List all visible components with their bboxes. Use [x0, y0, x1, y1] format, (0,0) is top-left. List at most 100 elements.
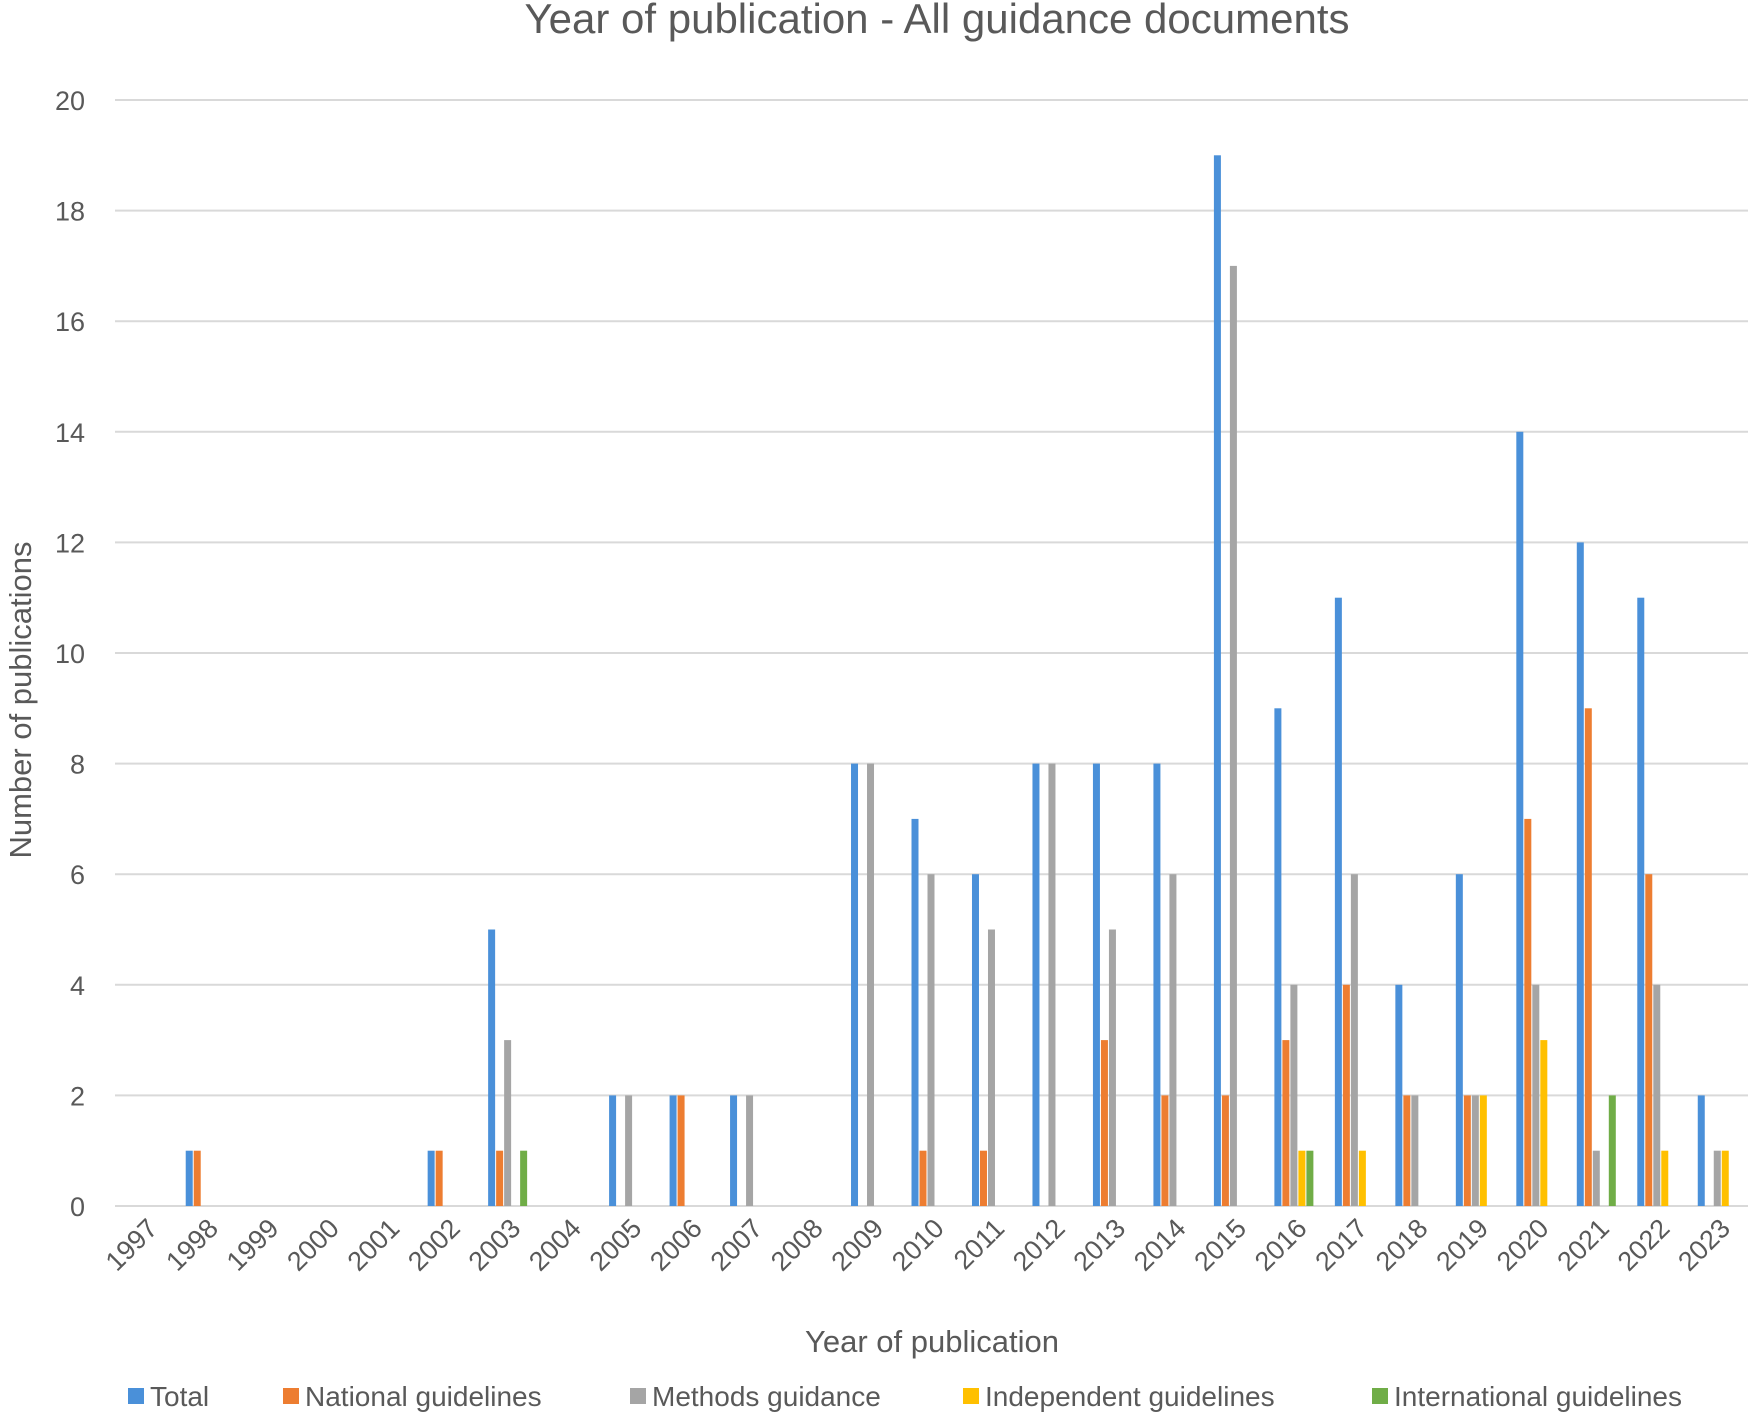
y-tick-label: 0	[70, 1192, 85, 1222]
bar-methods-guidance-2009	[867, 763, 875, 1206]
bar-national-guidelines-2006	[677, 1095, 685, 1206]
bar-national-guidelines-2011	[979, 1150, 987, 1206]
bar-international-guidelines-2021	[1608, 1095, 1616, 1206]
bar-total-2015	[1213, 155, 1221, 1206]
legend-swatch	[128, 1388, 144, 1404]
x-tick-label: 2003	[463, 1213, 527, 1277]
y-tick-label: 10	[55, 639, 85, 669]
legend-label: Methods guidance	[652, 1381, 881, 1412]
bar-total-1998	[185, 1150, 193, 1206]
legend-swatch	[1372, 1388, 1388, 1404]
bar-methods-guidance-2016	[1290, 984, 1298, 1206]
x-tick-label: 2022	[1612, 1213, 1676, 1277]
bar-total-2007	[730, 1095, 738, 1206]
x-tick-label: 1998	[160, 1213, 224, 1277]
gridlines	[115, 99, 1748, 1207]
legend-item-independent-guidelines: Independent guidelines	[963, 1381, 1275, 1412]
bar-methods-guidance-2020	[1532, 984, 1540, 1206]
x-tick-label: 2017	[1309, 1213, 1373, 1277]
bar-total-2009	[851, 763, 859, 1206]
x-tick-label: 2009	[826, 1213, 890, 1277]
bar-methods-guidance-2015	[1229, 265, 1237, 1206]
bar-total-2023	[1697, 1095, 1705, 1206]
legend-swatch	[963, 1388, 979, 1404]
bar-international-guidelines-2003	[520, 1150, 528, 1206]
y-tick-label: 8	[70, 750, 85, 780]
x-tick-label: 2011	[948, 1213, 1010, 1275]
x-tick-label: 1999	[221, 1213, 285, 1277]
bar-total-2010	[911, 818, 919, 1206]
x-tick-label: 2008	[765, 1213, 829, 1277]
y-axis-label: Number of publications	[3, 541, 38, 858]
legend-label: International guidelines	[1394, 1381, 1682, 1412]
bar-methods-guidance-2018	[1411, 1095, 1419, 1206]
bar-international-guidelines-2016	[1306, 1150, 1314, 1206]
bar-total-2022	[1637, 597, 1645, 1206]
y-tick-label: 2	[70, 1081, 85, 1111]
bar-national-guidelines-2020	[1524, 818, 1532, 1206]
bar-national-guidelines-1998	[193, 1150, 201, 1206]
x-tick-label: 2021	[1551, 1213, 1615, 1277]
bar-methods-guidance-2012	[1048, 763, 1056, 1206]
bar-national-guidelines-2019	[1463, 1095, 1471, 1206]
bar-national-guidelines-2003	[496, 1150, 504, 1206]
bar-total-2005	[609, 1095, 617, 1206]
y-tick-label: 20	[55, 86, 85, 116]
y-tick-label: 14	[55, 418, 85, 448]
bar-methods-guidance-2014	[1169, 874, 1177, 1206]
x-axis-ticks: 1997199819992000200120022003200420052006…	[100, 1213, 1736, 1277]
x-tick-label: 2014	[1128, 1213, 1192, 1277]
bar-methods-guidance-2005	[625, 1095, 633, 1206]
bar-total-2014	[1153, 763, 1161, 1206]
x-tick-label: 2001	[342, 1213, 406, 1277]
bar-methods-guidance-2022	[1653, 984, 1661, 1206]
bar-total-2018	[1395, 984, 1403, 1206]
bar-methods-guidance-2023	[1713, 1150, 1721, 1206]
legend-item-total: Total	[128, 1381, 209, 1412]
bar-national-guidelines-2016	[1282, 1040, 1290, 1206]
legend: Total National guidelines Methods guidance…	[128, 1381, 1682, 1412]
bar-total-2012	[1032, 763, 1040, 1206]
bar-methods-guidance-2010	[927, 874, 935, 1206]
bar-independent-guidelines-2020	[1540, 1040, 1548, 1206]
x-tick-label: 2006	[644, 1213, 708, 1277]
bar-national-guidelines-2010	[919, 1150, 927, 1206]
legend-label: Total	[150, 1381, 209, 1412]
bar-total-2006	[669, 1095, 677, 1206]
bar-national-guidelines-2015	[1221, 1095, 1229, 1206]
x-tick-label: 2019	[1430, 1213, 1494, 1277]
bar-national-guidelines-2017	[1342, 984, 1350, 1206]
legend-item-methods-guidance: Methods guidance	[630, 1381, 881, 1412]
bar-national-guidelines-2022	[1645, 874, 1653, 1206]
bar-national-guidelines-2021	[1584, 708, 1592, 1206]
bar-independent-guidelines-2019	[1479, 1095, 1487, 1206]
legend-label: National guidelines	[305, 1381, 542, 1412]
bar-total-2002	[427, 1150, 435, 1206]
bar-total-2011	[971, 874, 979, 1206]
y-tick-label: 6	[70, 860, 85, 890]
bar-total-2021	[1576, 542, 1584, 1206]
x-tick-label: 2023	[1672, 1213, 1736, 1277]
x-tick-label: 2004	[523, 1213, 587, 1277]
x-tick-label: 2013	[1067, 1213, 1131, 1277]
legend-swatch	[630, 1388, 646, 1404]
x-tick-label: 2016	[1249, 1213, 1313, 1277]
bar-national-guidelines-2014	[1161, 1095, 1169, 1206]
y-axis-ticks: 0 2 4 6 8 10 12 14 16 18 20	[55, 86, 85, 1222]
legend-swatch	[283, 1388, 299, 1404]
chart-title: Year of publication - All guidance docum…	[525, 0, 1350, 42]
x-tick-label: 2018	[1370, 1213, 1434, 1277]
x-tick-label: 2020	[1491, 1213, 1555, 1277]
x-tick-label: 2000	[281, 1213, 345, 1277]
bar-total-2016	[1274, 708, 1282, 1206]
bar-methods-guidance-2007	[746, 1095, 754, 1206]
legend-label: Independent guidelines	[985, 1381, 1275, 1412]
legend-item-national-guidelines: National guidelines	[283, 1381, 542, 1412]
bar-independent-guidelines-2016	[1298, 1150, 1306, 1206]
bar-national-guidelines-2018	[1403, 1095, 1411, 1206]
bar-methods-guidance-2019	[1471, 1095, 1479, 1206]
bar-independent-guidelines-2022	[1661, 1150, 1669, 1206]
bar-independent-guidelines-2023	[1721, 1150, 1729, 1206]
